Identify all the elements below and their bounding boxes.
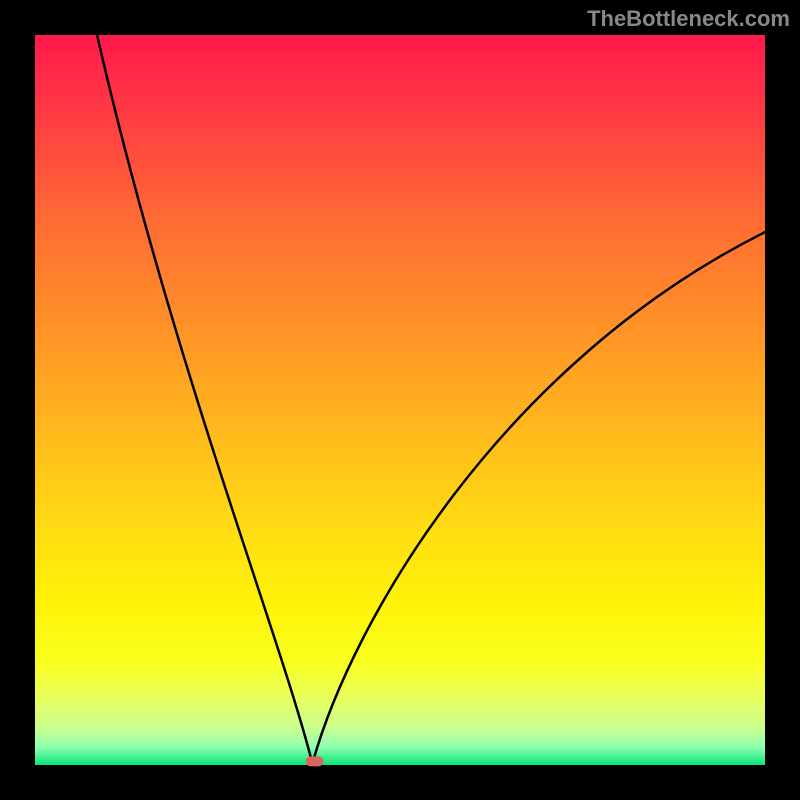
plot-background	[35, 35, 765, 765]
chart-container: TheBottleneck.com	[0, 0, 800, 800]
bottleneck-chart	[0, 0, 800, 800]
watermark-text: TheBottleneck.com	[587, 6, 790, 32]
minimum-marker	[306, 756, 324, 766]
